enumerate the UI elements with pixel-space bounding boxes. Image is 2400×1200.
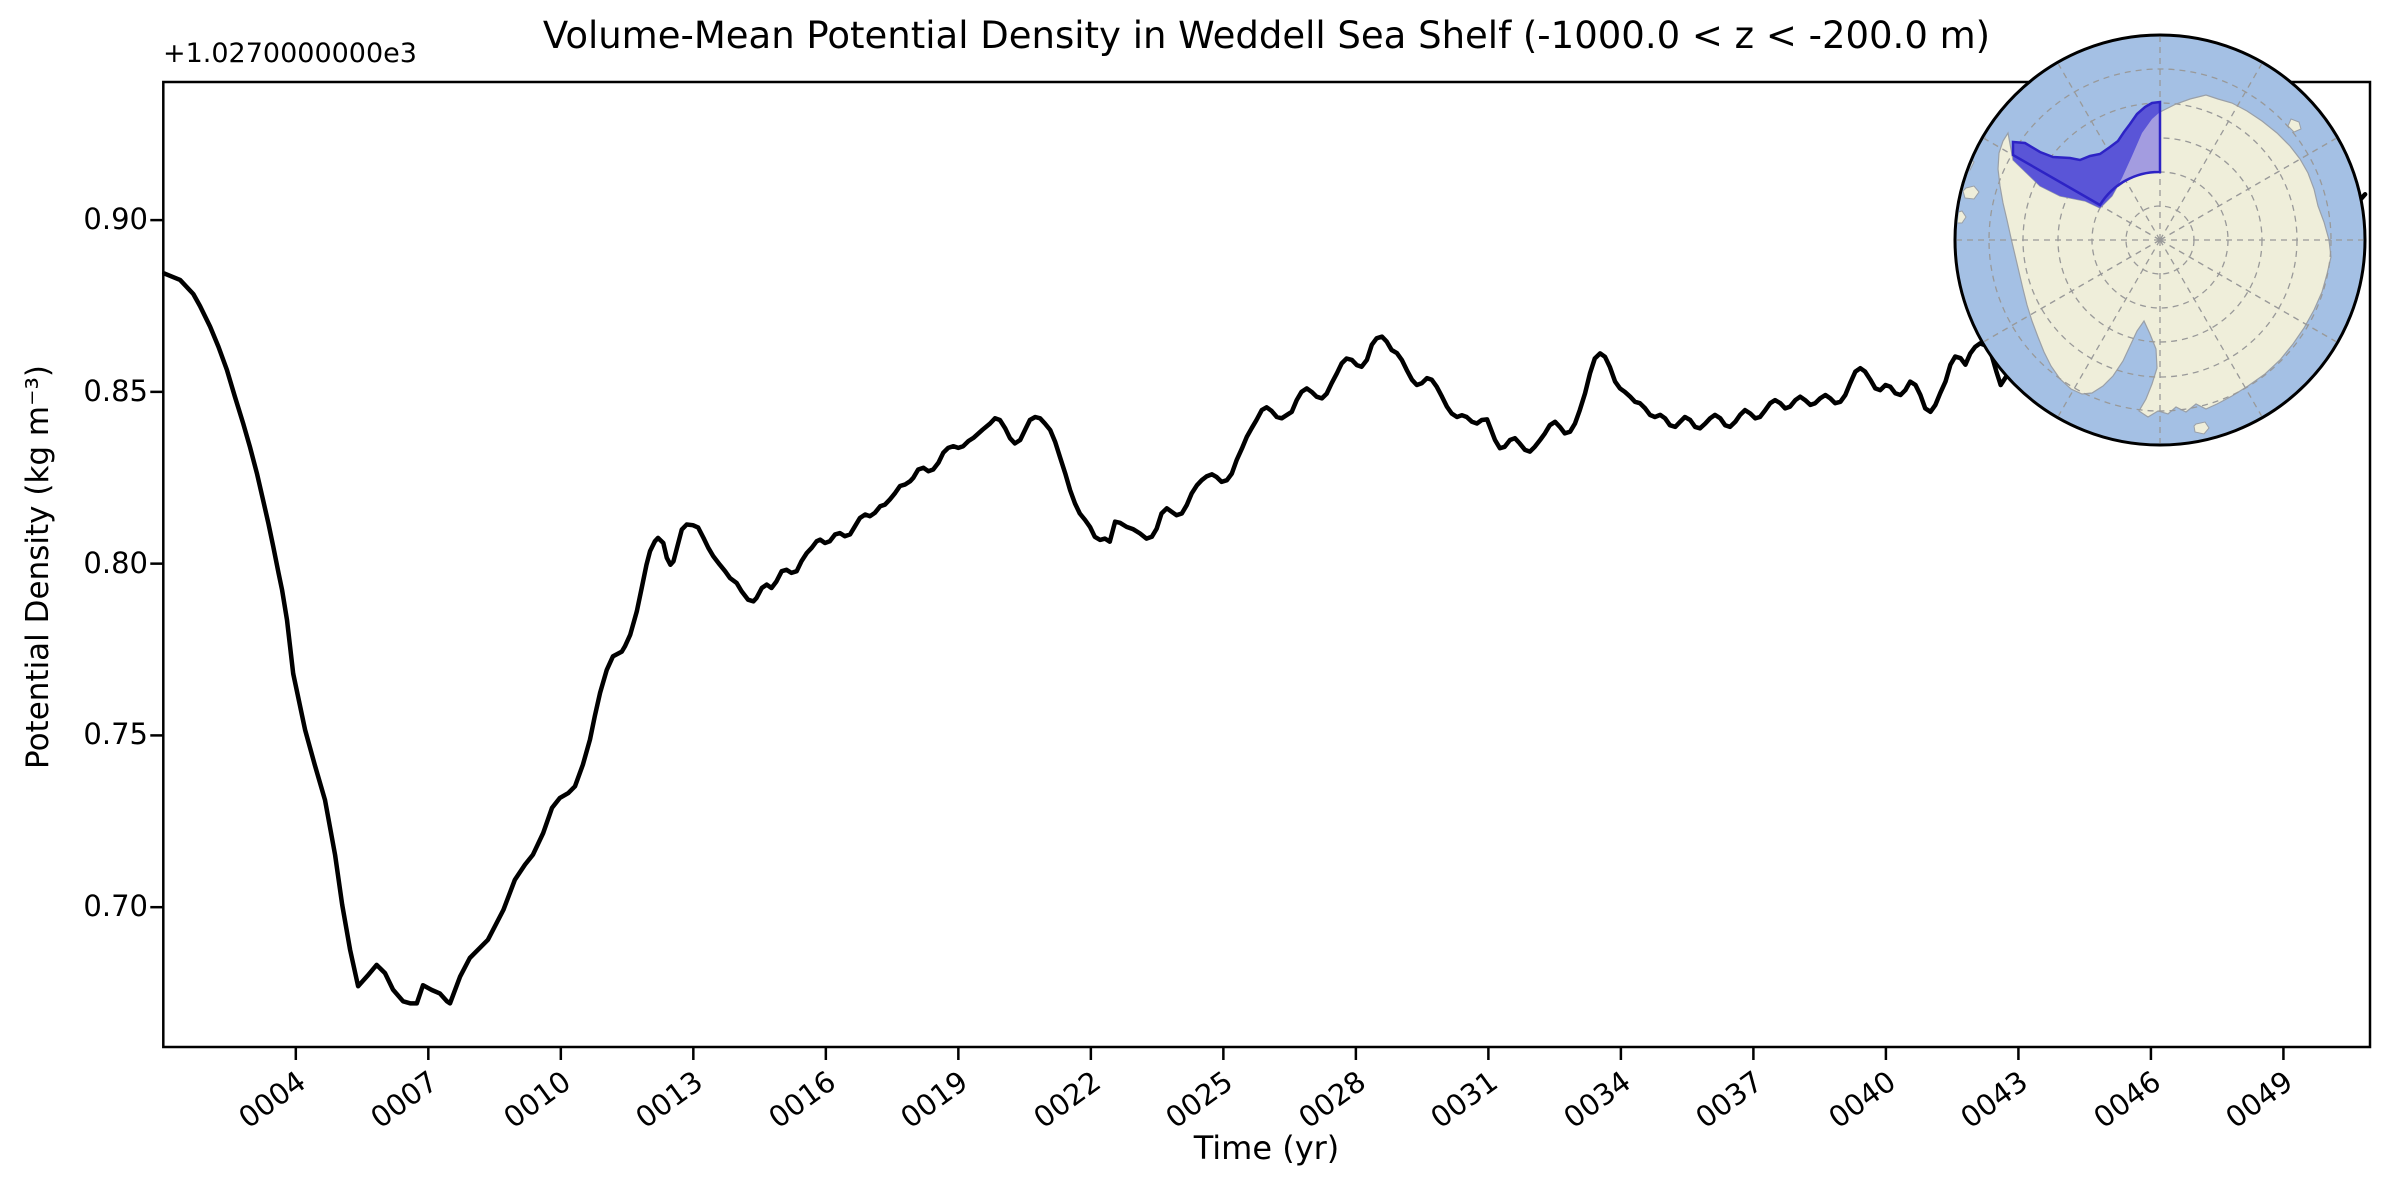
inset-graticule <box>1957 37 2363 443</box>
density-curve <box>161 192 2368 1006</box>
weddell-region-border <box>2011 100 2162 207</box>
page-title: Volume-Mean Potential Density in Weddell… <box>542 14 1991 57</box>
y-tick-label-0.75: 0.75 <box>83 717 148 752</box>
graticule-meridian <box>2056 239 2161 418</box>
graticule-meridian <box>2159 136 2338 241</box>
y-tick-label-0.70: 0.70 <box>83 889 148 924</box>
graticule-meridian <box>2159 239 2338 344</box>
x-axis-label: Time (yr) <box>1193 1129 1340 1167</box>
inset-border <box>1953 33 2367 447</box>
weddell-shelf-region <box>2013 102 2160 208</box>
antarctica-landmass <box>1997 94 2332 418</box>
y-axis-label: Potential Density (kg m⁻³) <box>20 364 56 770</box>
axes-frame <box>150 80 2372 1060</box>
graticule-meridian <box>1982 239 2161 344</box>
y-tick-label-0.90: 0.90 <box>83 202 148 237</box>
graticule-meridian <box>2159 62 2264 241</box>
graticule-meridian <box>2159 239 2264 418</box>
weddell-region-sector <box>2013 102 2160 205</box>
y-axis-offset-text: +1.0270000000e3 <box>163 38 417 69</box>
inset-map <box>1953 33 2367 447</box>
y-tick-label-0.85: 0.85 <box>83 373 148 408</box>
y-tick-label-0.80: 0.80 <box>83 545 148 580</box>
